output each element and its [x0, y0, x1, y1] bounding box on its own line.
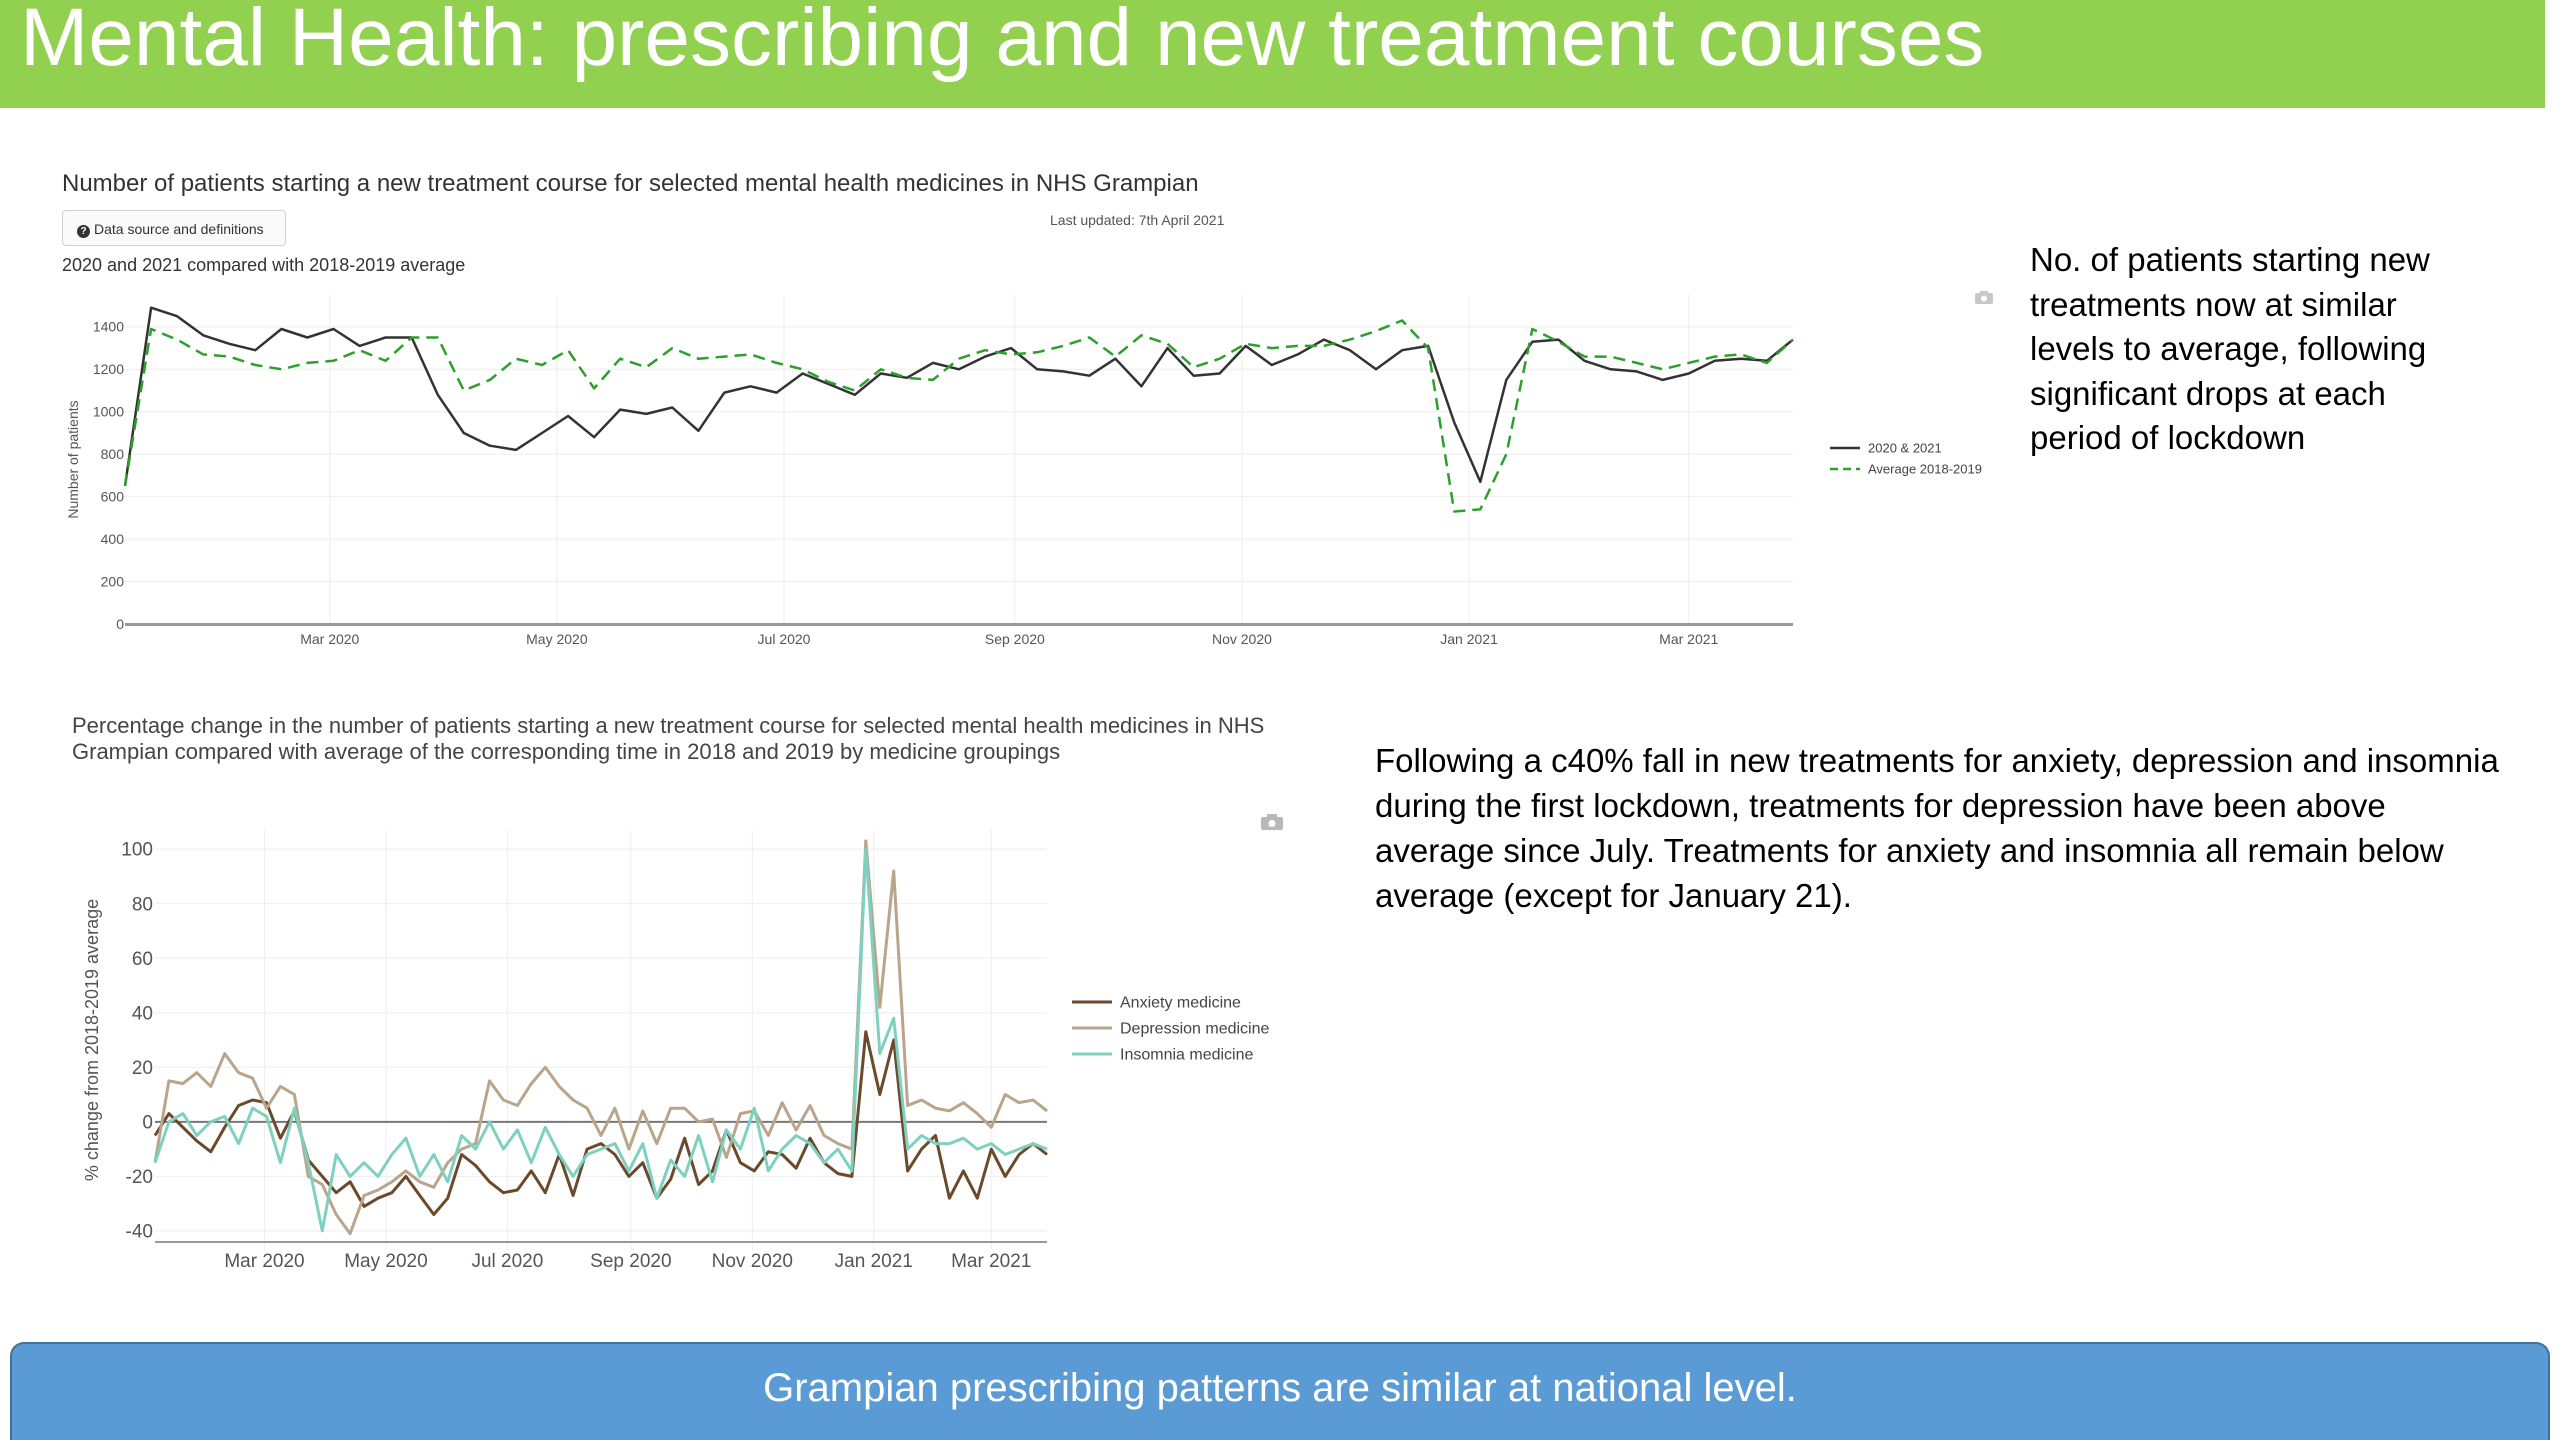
x-tick-label: Jan 2021: [1440, 631, 1498, 647]
series-line-2020-2021: [123, 306, 1794, 487]
x-tick-label: Mar 2021: [1659, 631, 1718, 647]
legend-label: Average 2018-2019: [1868, 462, 1982, 477]
y-tick-label: 80: [132, 894, 153, 915]
x-tick-label: Mar 2021: [951, 1251, 1031, 1272]
y-tick-label: 40: [132, 1003, 153, 1024]
x-tick-label: Jul 2020: [758, 631, 811, 647]
footer-banner: Grampian prescribing patterns are simila…: [10, 1342, 2550, 1440]
legend-label: 2020 & 2021: [1868, 441, 1942, 456]
y-axis-title: Number of patients: [65, 400, 81, 518]
legend-label: Anxiety medicine: [1120, 995, 1241, 1012]
x-tick-label: Mar 2020: [224, 1251, 304, 1272]
footer-text: Grampian prescribing patterns are simila…: [763, 1366, 1797, 1410]
data-source-label: Data source and definitions: [94, 221, 264, 237]
title-bar: Mental Health: prescribing and new treat…: [0, 0, 2545, 108]
slide-title: Mental Health: prescribing and new treat…: [20, 0, 1985, 83]
y-tick-label: 200: [101, 573, 125, 589]
data-source-button[interactable]: ? Data source and definitions: [62, 210, 286, 246]
y-tick-label: 20: [132, 1058, 153, 1079]
series-line-average-2018-2019: [123, 319, 1794, 513]
x-tick-label: May 2020: [344, 1251, 427, 1272]
y-tick-label: 800: [101, 446, 125, 462]
y-tick-label: 60: [132, 949, 153, 970]
x-tick-label: Nov 2020: [712, 1251, 793, 1272]
y-tick-label: 100: [121, 840, 153, 861]
y-tick-label: 1400: [93, 319, 124, 335]
series-line-insomnia-medicine: [153, 847, 1048, 1233]
camera-icon[interactable]: [1975, 291, 1993, 304]
chart1-title: Number of patients starting a new treatm…: [62, 170, 1199, 197]
last-updated: Last updated: 7th April 2021: [1050, 212, 1225, 228]
legend-label: Depression medicine: [1120, 1021, 1270, 1038]
x-tick-label: Mar 2020: [300, 631, 359, 647]
camera-icon[interactable]: [1261, 814, 1283, 830]
x-tick-label: Nov 2020: [1212, 631, 1272, 647]
chart1-subtitle: 2020 and 2021 compared with 2018-2019 av…: [62, 255, 466, 275]
legend-label: Insomnia medicine: [1120, 1047, 1254, 1064]
note-medicine-groups: Following a c40% fall in new treatments …: [1375, 742, 2499, 914]
question-icon: ?: [77, 225, 90, 238]
y-tick-label: 1000: [93, 404, 124, 420]
chart1: Mar 2020 May 2020 Jul 2020 Sep 2020 Nov 2020…: [65, 295, 1982, 647]
y-axis-title: % change from 2018-2019 average: [82, 899, 102, 1181]
x-tick-label: Sep 2020: [590, 1251, 671, 1272]
series-line-depression-medicine: [153, 839, 1048, 1236]
x-tick-label: Jul 2020: [471, 1251, 543, 1272]
series-line-anxiety-medicine: [153, 1030, 1048, 1216]
y-tick-label: 0: [116, 616, 124, 632]
y-tick-label: -40: [126, 1222, 153, 1243]
y-tick-label: 400: [101, 531, 125, 547]
y-tick-label: 0: [142, 1112, 153, 1133]
chart2-title: Percentage change in the number of patie…: [72, 713, 1265, 764]
y-tick-label: 600: [101, 489, 125, 505]
y-tick-label: -20: [126, 1167, 153, 1188]
x-tick-label: May 2020: [526, 631, 588, 647]
chart2: Mar 2020 May 2020 Jul 2020 Sep 2020 Nov 2020…: [82, 830, 1270, 1272]
y-tick-label: 1200: [93, 361, 124, 377]
x-tick-label: Jan 2021: [835, 1251, 913, 1272]
x-tick-label: Sep 2020: [985, 631, 1045, 647]
note-lockdown-summary: No. of patients starting new treatments …: [2030, 241, 2430, 456]
